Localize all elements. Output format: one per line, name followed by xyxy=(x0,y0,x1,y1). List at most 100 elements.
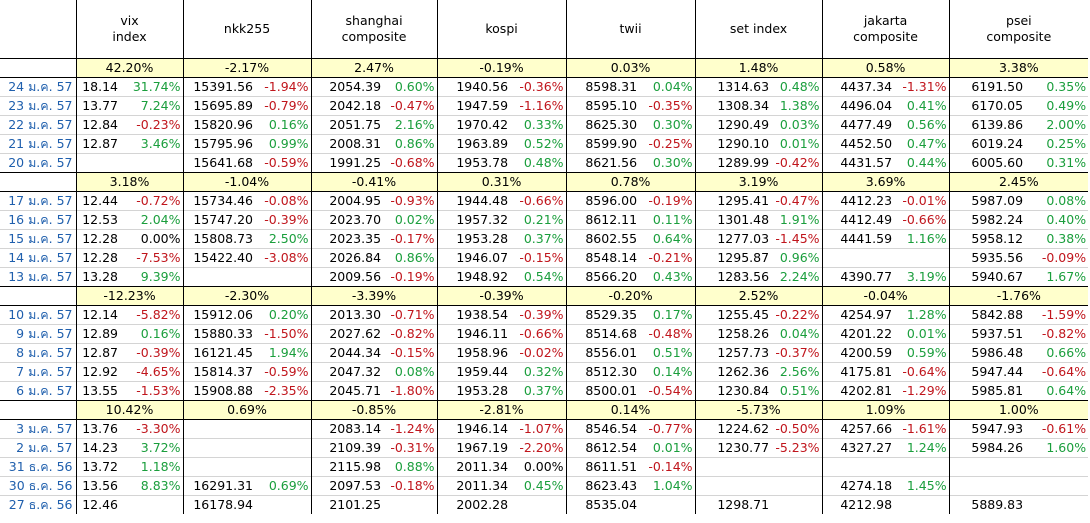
value-cell[interactable]: 5947.93 xyxy=(948,419,1026,439)
value-cell[interactable]: 8595.10 xyxy=(565,96,640,116)
value-cell[interactable]: 8611.51 xyxy=(565,457,640,477)
pct-change-cell[interactable]: 0.38% xyxy=(1025,229,1089,249)
pct-change-cell[interactable]: -0.64% xyxy=(894,362,950,382)
value-cell[interactable]: 4437.34 xyxy=(821,77,895,97)
pct-change-cell[interactable]: -1.31% xyxy=(894,77,950,97)
pct-change-cell[interactable]: -1.80% xyxy=(383,381,438,401)
value-cell[interactable]: 1991.25 xyxy=(310,153,384,173)
pct-change-cell[interactable]: -0.15% xyxy=(510,248,567,268)
value-cell[interactable]: 8548.14 xyxy=(565,248,640,268)
pct-change-cell[interactable]: 0.54% xyxy=(510,267,567,287)
value-cell[interactable]: 8596.00 xyxy=(565,191,640,211)
pct-change-cell[interactable]: 0.47% xyxy=(894,134,950,154)
value-cell[interactable]: 5984.26 xyxy=(948,438,1026,458)
value-cell[interactable] xyxy=(821,457,895,477)
weekly-change-cell[interactable]: -1.76% xyxy=(948,286,1089,306)
pct-change-cell[interactable]: -2.35% xyxy=(255,381,312,401)
date-cell[interactable]: 16 ม.ค. 57 xyxy=(0,210,76,230)
value-cell[interactable]: 1947.59 xyxy=(436,96,511,116)
pct-change-cell[interactable]: -1.24% xyxy=(383,419,438,439)
pct-change-cell[interactable] xyxy=(771,457,823,477)
pct-change-cell[interactable] xyxy=(894,457,950,477)
pct-change-cell[interactable]: 7.24% xyxy=(120,96,184,116)
pct-change-cell[interactable]: 0.64% xyxy=(639,229,696,249)
pct-change-cell[interactable]: -0.54% xyxy=(639,381,696,401)
value-cell[interactable]: 14.23 xyxy=(75,438,120,458)
weekly-change-cell[interactable]: -2.17% xyxy=(182,58,312,78)
value-cell[interactable] xyxy=(182,267,256,287)
value-cell[interactable]: 16121.45 xyxy=(182,343,256,363)
date-cell[interactable]: 22 ม.ค. 57 xyxy=(0,115,76,135)
value-cell[interactable]: 6139.86 xyxy=(948,115,1026,135)
pct-change-cell[interactable]: -0.35% xyxy=(639,96,696,116)
value-cell[interactable]: 1230.77 xyxy=(694,438,772,458)
value-cell[interactable]: 2054.39 xyxy=(310,77,384,97)
value-cell[interactable]: 2083.14 xyxy=(310,419,384,439)
pct-change-cell[interactable]: -7.53% xyxy=(120,248,184,268)
value-cell[interactable] xyxy=(182,438,256,458)
value-cell[interactable]: 5940.67 xyxy=(948,267,1026,287)
pct-change-cell[interactable]: 0.01% xyxy=(771,134,823,154)
value-cell[interactable]: 2044.34 xyxy=(310,343,384,363)
value-cell[interactable] xyxy=(694,457,772,477)
value-cell[interactable]: 2023.70 xyxy=(310,210,384,230)
pct-change-cell[interactable] xyxy=(1025,476,1089,496)
value-cell[interactable]: 8625.30 xyxy=(565,115,640,135)
pct-change-cell[interactable]: 0.08% xyxy=(1025,191,1089,211)
pct-change-cell[interactable]: -1.16% xyxy=(510,96,567,116)
pct-change-cell[interactable]: 1.91% xyxy=(771,210,823,230)
value-cell[interactable]: 15820.96 xyxy=(182,115,256,135)
pct-change-cell[interactable]: -1.07% xyxy=(510,419,567,439)
pct-change-cell[interactable]: 0.60% xyxy=(383,77,438,97)
pct-change-cell[interactable] xyxy=(1025,457,1089,477)
pct-change-cell[interactable]: 0.16% xyxy=(255,115,312,135)
pct-change-cell[interactable]: -0.42% xyxy=(771,153,823,173)
value-cell[interactable] xyxy=(948,476,1026,496)
date-cell[interactable]: 14 ม.ค. 57 xyxy=(0,248,76,268)
date-cell[interactable]: 6 ม.ค. 57 xyxy=(0,381,76,401)
pct-change-cell[interactable]: 2.24% xyxy=(771,267,823,287)
weekly-change-cell[interactable]: 3.18% xyxy=(75,172,184,192)
pct-change-cell[interactable]: 1.67% xyxy=(1025,267,1089,287)
value-cell[interactable]: 8602.55 xyxy=(565,229,640,249)
weekly-change-cell[interactable]: -0.20% xyxy=(565,286,696,306)
pct-change-cell[interactable]: 0.66% xyxy=(1025,343,1089,363)
value-cell[interactable]: 5947.44 xyxy=(948,362,1026,382)
value-cell[interactable]: 8535.04 xyxy=(565,495,640,514)
value-cell[interactable]: 12.87 xyxy=(75,134,120,154)
pct-change-cell[interactable]: -0.08% xyxy=(255,191,312,211)
pct-change-cell[interactable]: -0.72% xyxy=(120,191,184,211)
value-cell[interactable]: 6170.05 xyxy=(948,96,1026,116)
pct-change-cell[interactable]: 0.25% xyxy=(1025,134,1089,154)
value-cell[interactable]: 4431.57 xyxy=(821,153,895,173)
value-cell[interactable]: 2115.98 xyxy=(310,457,384,477)
date-cell[interactable]: 20 ม.ค. 57 xyxy=(0,153,76,173)
value-cell[interactable]: 15912.06 xyxy=(182,305,256,325)
pct-change-cell[interactable]: 2.00% xyxy=(1025,115,1089,135)
pct-change-cell[interactable]: 0.56% xyxy=(894,115,950,135)
value-cell[interactable]: 1953.28 xyxy=(436,381,511,401)
pct-change-cell[interactable]: 0.41% xyxy=(894,96,950,116)
value-cell[interactable]: 16178.94 xyxy=(182,495,256,514)
pct-change-cell[interactable]: 0.20% xyxy=(255,305,312,325)
pct-change-cell[interactable]: -5.82% xyxy=(120,305,184,325)
date-cell[interactable]: 23 ม.ค. 57 xyxy=(0,96,76,116)
pct-change-cell[interactable]: -0.19% xyxy=(639,191,696,211)
value-cell[interactable]: 1255.45 xyxy=(694,305,772,325)
pct-change-cell[interactable]: -1.45% xyxy=(771,229,823,249)
value-cell[interactable]: 15734.46 xyxy=(182,191,256,211)
pct-change-cell[interactable]: -0.82% xyxy=(1025,324,1089,344)
pct-change-cell[interactable]: -0.15% xyxy=(383,343,438,363)
value-cell[interactable]: 1948.92 xyxy=(436,267,511,287)
value-cell[interactable]: 13.72 xyxy=(75,457,120,477)
value-cell[interactable]: 12.28 xyxy=(75,229,120,249)
value-cell[interactable]: 1257.73 xyxy=(694,343,772,363)
pct-change-cell[interactable]: 1.24% xyxy=(894,438,950,458)
value-cell[interactable]: 6191.50 xyxy=(948,77,1026,97)
value-cell[interactable]: 2027.62 xyxy=(310,324,384,344)
value-cell[interactable]: 8529.35 xyxy=(565,305,640,325)
pct-change-cell[interactable]: -0.71% xyxy=(383,305,438,325)
pct-change-cell[interactable]: 1.60% xyxy=(1025,438,1089,458)
value-cell[interactable]: 6005.60 xyxy=(948,153,1026,173)
value-cell[interactable] xyxy=(948,457,1026,477)
